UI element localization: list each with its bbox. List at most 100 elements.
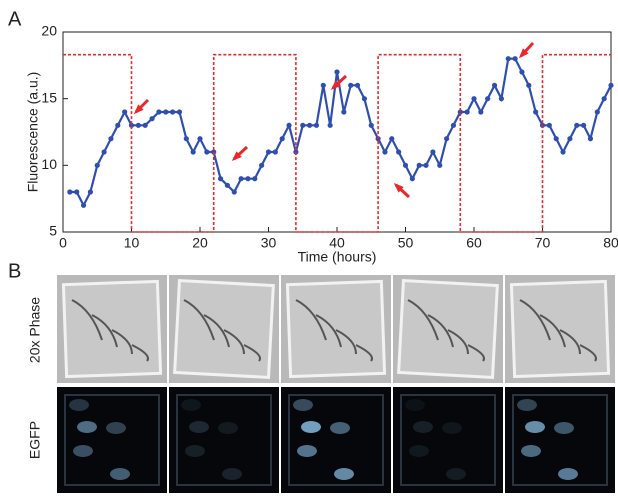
point	[142, 122, 148, 128]
point	[327, 122, 333, 128]
point	[115, 122, 121, 128]
point	[485, 96, 491, 102]
point	[204, 149, 210, 155]
point	[444, 136, 450, 142]
point	[94, 162, 100, 168]
cell-glow	[405, 399, 425, 411]
well-frame	[512, 394, 608, 486]
x-axis-title: Time (hours)	[298, 249, 377, 265]
panel-label: B	[8, 260, 21, 282]
x-tick-label: 0	[59, 235, 67, 251]
point	[183, 136, 189, 142]
arrow-head	[133, 104, 144, 115]
point	[176, 109, 183, 115]
point	[122, 109, 128, 115]
point	[320, 82, 326, 88]
point	[416, 162, 422, 168]
point	[457, 109, 463, 115]
point	[74, 189, 80, 195]
point	[334, 69, 340, 75]
cell-glow	[301, 421, 321, 433]
point	[389, 136, 395, 142]
point	[519, 69, 525, 75]
point	[581, 122, 587, 128]
point	[382, 149, 388, 155]
point	[217, 176, 224, 182]
cell-glow	[110, 468, 130, 480]
well-frame	[176, 394, 272, 486]
cell	[427, 314, 454, 348]
cell-glow	[446, 468, 466, 480]
point	[128, 122, 135, 128]
point	[348, 82, 354, 88]
point	[101, 149, 107, 155]
x-tick-label: 30	[261, 235, 277, 251]
point	[574, 122, 580, 128]
point	[368, 122, 374, 128]
point	[553, 136, 559, 142]
cell-glow	[554, 422, 574, 434]
point	[594, 109, 600, 115]
point	[224, 182, 230, 188]
cell-glow	[521, 445, 541, 457]
point	[80, 202, 87, 208]
well-frame	[400, 394, 496, 486]
point	[307, 122, 313, 128]
point	[259, 162, 265, 168]
y-tick-label: 15	[41, 89, 57, 105]
arrow-head	[231, 151, 242, 162]
point	[149, 116, 155, 122]
cell	[203, 314, 230, 348]
point	[601, 96, 607, 102]
point	[396, 149, 402, 155]
point	[87, 189, 93, 195]
point	[354, 82, 361, 88]
point	[245, 176, 251, 182]
x-tick-label: 20	[192, 235, 208, 251]
cell-glow	[558, 468, 578, 480]
x-tick-label: 80	[603, 235, 618, 251]
cell	[447, 329, 469, 355]
point	[491, 82, 498, 88]
cell	[315, 314, 342, 348]
line-series	[63, 53, 611, 233]
cell	[539, 314, 566, 348]
x-tick-label: 50	[398, 235, 414, 251]
point	[450, 122, 457, 128]
microscopy-grid	[57, 275, 615, 493]
plot-frame	[62, 31, 612, 233]
point	[533, 109, 539, 115]
cell	[183, 299, 215, 341]
point	[279, 136, 285, 142]
egfp-image	[393, 387, 503, 493]
point	[560, 149, 566, 155]
cell	[295, 299, 327, 341]
y-axis-title: Fluorescence (a.u.)	[25, 72, 41, 193]
x-tick-label: 60	[466, 235, 482, 251]
point	[265, 149, 272, 155]
x-tick-label: 70	[535, 235, 551, 251]
cell-glow	[409, 445, 429, 457]
cell	[559, 329, 581, 355]
cell	[111, 329, 133, 355]
cell-glow	[525, 421, 545, 433]
panel-label: A	[8, 8, 22, 30]
cell-glow	[189, 421, 209, 433]
cell	[407, 299, 439, 341]
point	[409, 176, 415, 182]
cell	[243, 344, 261, 362]
y-tick-label: 5	[49, 223, 57, 239]
point	[286, 122, 292, 128]
cell-glow	[413, 421, 433, 433]
cell	[131, 344, 149, 362]
point	[231, 189, 237, 195]
point	[402, 162, 409, 168]
cell	[223, 329, 245, 355]
point	[170, 109, 176, 115]
row-label: 20x Phase	[27, 297, 43, 363]
cell-glow	[185, 445, 205, 457]
cell	[91, 314, 118, 348]
cell	[519, 299, 551, 341]
cell-glow	[77, 421, 97, 433]
point	[512, 56, 518, 62]
